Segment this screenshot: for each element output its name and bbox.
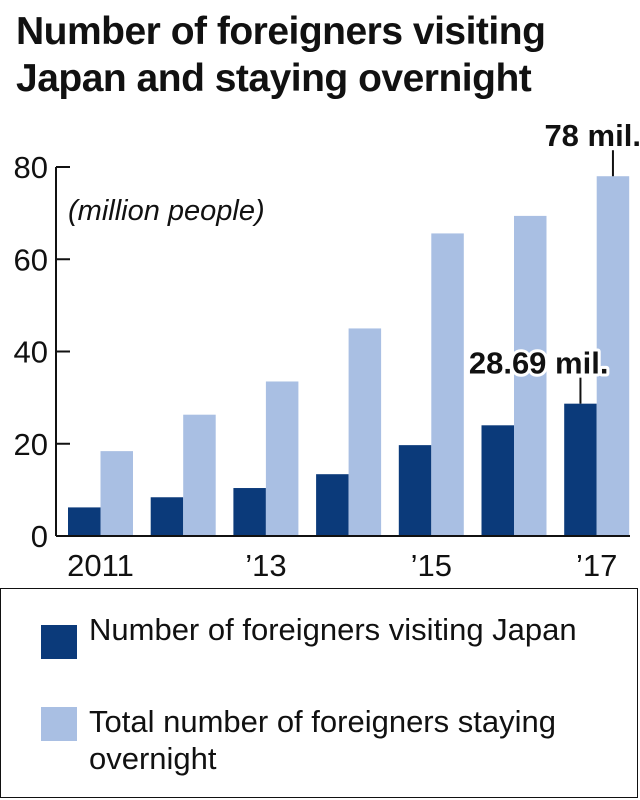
bar-overnight [596,176,630,536]
bar-chart: 0 20 40 60 80 2011 ’13 ’15 ’17 78 mil. 28.69 mil… [13,115,640,583]
x-tick-label: 2011 [67,548,134,583]
y-tick-label: 40 [14,335,48,370]
annotations: 78 mil. 28.69 mil. [466,115,640,404]
annotation-label: 78 mil. [544,118,640,153]
legend-swatch-overnight [41,707,77,741]
unit-label: (million people) [68,195,265,227]
y-axis: 0 20 40 60 80 [14,150,70,554]
y-tick-label: 80 [14,150,48,185]
bar-overnight [431,233,464,537]
bar-visitors [68,507,101,536]
x-tick-label: ’15 [411,548,452,583]
legend: Number of foreigners visiting Japan Tota… [0,588,638,798]
bar-overnight [514,215,547,536]
bar-overnight [265,381,299,536]
annotation-label: 28.69 mil. [469,346,609,381]
legend-label-overnight: Total number of foreigners staying overn… [89,704,556,776]
legend-swatch-visitors [41,625,77,659]
y-tick-label: 60 [14,242,48,277]
bar-visitors [316,474,349,536]
bar-visitors [233,488,266,536]
x-tick-label: ’13 [245,548,286,583]
bar-overnight [348,328,382,536]
bar-overnight [100,451,133,536]
bars [68,176,630,537]
y-tick-label: 20 [14,427,48,462]
bar-visitors [481,425,514,536]
y-tick-label: 0 [31,519,48,554]
bar-visitors [398,445,432,536]
bar-overnight [183,414,216,536]
chart-title: Number of foreigners visiting Japan and … [16,10,546,100]
legend-label-visitors: Number of foreigners visiting Japan [89,612,577,647]
x-axis: 2011 ’13 ’15 ’17 [56,535,630,583]
bar-visitors [150,497,184,536]
bar-visitors [564,403,597,536]
x-tick-label: ’17 [576,548,617,583]
